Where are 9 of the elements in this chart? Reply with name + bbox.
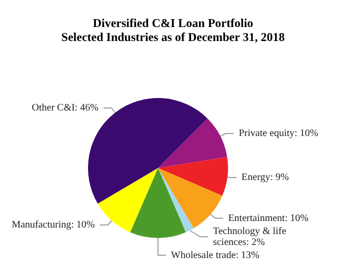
slice-label: Other C&I: 46% [32,102,98,114]
slice-label: Technology & life sciences: 2% [212,226,289,248]
slice-label: Entertainment: 10% [228,212,308,224]
slice-label: Private equity: 10% [238,128,318,139]
slice-label: Manufacturing: 10% [12,220,95,231]
chart-subtitle: Selected Industries as of December 31, 2018 [61,30,285,44]
slice-label: Energy: 9% [242,172,289,184]
slice-label: Wholesale trade: 13% [171,250,260,261]
chart-title: Diversified C&I Loan Portfolio [92,16,254,30]
